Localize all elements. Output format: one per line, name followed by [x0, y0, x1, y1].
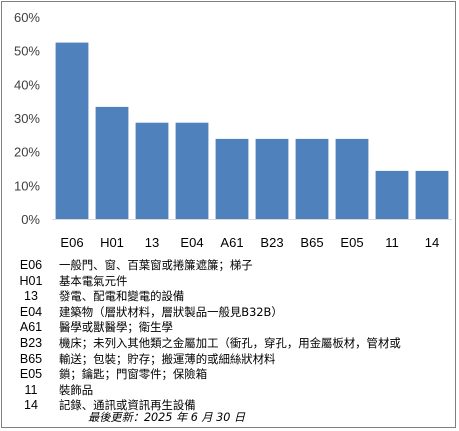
bar-a61 [215, 138, 249, 219]
x-tick-label: E06 [60, 235, 83, 250]
bar-14 [415, 170, 449, 219]
legend: E06 一般門、窗、百葉窗或捲簾遮簾；梯子 H01 基本電氣元件 13 發電、配… [18, 258, 401, 414]
legend-desc: 記錄、通訊或資訊再生設備 [59, 398, 196, 413]
legend-desc: 基本電氣元件 [59, 273, 128, 288]
x-tick-label: E04 [180, 235, 203, 250]
legend-row-b23: B23 機床；未列入其他類之金屬加工（衝孔，穿孔，用金屬板材，管材或 [18, 336, 401, 352]
y-tick-label: 0% [21, 212, 40, 227]
legend-desc: 一般門、窗、百葉窗或捲簾遮簾；梯子 [59, 258, 253, 272]
legend-row-b65: B65 輸送；包裝；貯存；搬運薄的或細絲狀材料 [18, 352, 401, 368]
y-tick-label: 50% [14, 44, 40, 59]
y-tick-label: 10% [14, 178, 40, 193]
legend-code: E04 [19, 304, 43, 319]
legend-code: A61 [19, 320, 43, 335]
x-tick-label: B65 [300, 235, 323, 250]
legend-row-h01: H01 基本電氣元件 [18, 274, 401, 290]
legend-desc: 輸送；包裝；貯存；搬運薄的或細絲狀材料 [59, 351, 276, 366]
y-tick-label: 30% [14, 111, 40, 126]
y-tick-label: 60% [14, 10, 40, 25]
y-tick-label: 20% [14, 145, 40, 160]
y-tick-label: 40% [14, 77, 40, 92]
legend-code: B65 [19, 351, 43, 366]
legend-desc: 建築物（層狀材料，層狀製品一般見B32B） [59, 304, 283, 319]
bar-b65 [295, 138, 329, 219]
bar-11 [375, 170, 409, 219]
legend-row-13: 13 發電、配電和變電的設備 [18, 289, 401, 305]
legend-desc: 醫學或獸醫學；衛生學 [59, 320, 173, 335]
legend-code: E06 [19, 258, 43, 272]
bar-h01 [95, 106, 129, 219]
legend-row-e04: E04 建築物（層狀材料，層狀製品一般見B32B） [18, 305, 401, 321]
x-tick-label: H01 [100, 235, 124, 250]
x-tick-label: 14 [425, 235, 439, 250]
legend-desc: 發電、配電和變電的設備 [59, 289, 185, 304]
legend-desc: 機床；未列入其他類之金屬加工（衝孔，穿孔，用金屬板材，管材或 [59, 335, 401, 350]
bar-e06 [55, 42, 89, 219]
legend-desc: 裝飾品 [59, 382, 94, 397]
x-tick-label: B23 [260, 235, 283, 250]
legend-row-14: 14 記錄、通訊或資訊再生設備 [18, 398, 401, 414]
x-tick-label: 11 [385, 235, 399, 250]
x-tick-label: E05 [340, 235, 363, 250]
legend-row-a61: A61 醫學或獸醫學；衛生學 [18, 320, 401, 336]
legend-code: B23 [19, 335, 43, 350]
legend-code: 11 [24, 382, 38, 397]
x-tick-label: A61 [220, 235, 243, 250]
legend-code: 13 [24, 289, 38, 304]
x-tick-label: 13 [145, 235, 159, 250]
bar-e04 [175, 122, 209, 219]
legend-code: 14 [24, 398, 38, 413]
legend-desc: 鎖；鑰匙；門窗零件；保險箱 [59, 367, 208, 382]
last-updated-note: 最後更新：2025 年 6 月 30 日 [88, 411, 246, 424]
legend-row-e05: E05 鎖；鑰匙；門窗零件；保險箱 [18, 367, 401, 383]
bar-e05 [335, 138, 369, 219]
legend-row-11: 11 裝飾品 [18, 383, 401, 399]
legend-code: H01 [19, 273, 43, 288]
legend-row-e06: E06 一般門、窗、百葉窗或捲簾遮簾；梯子 [18, 258, 401, 274]
bar-b23 [255, 138, 289, 219]
legend-code: E05 [19, 367, 43, 382]
bar-13 [135, 122, 169, 219]
